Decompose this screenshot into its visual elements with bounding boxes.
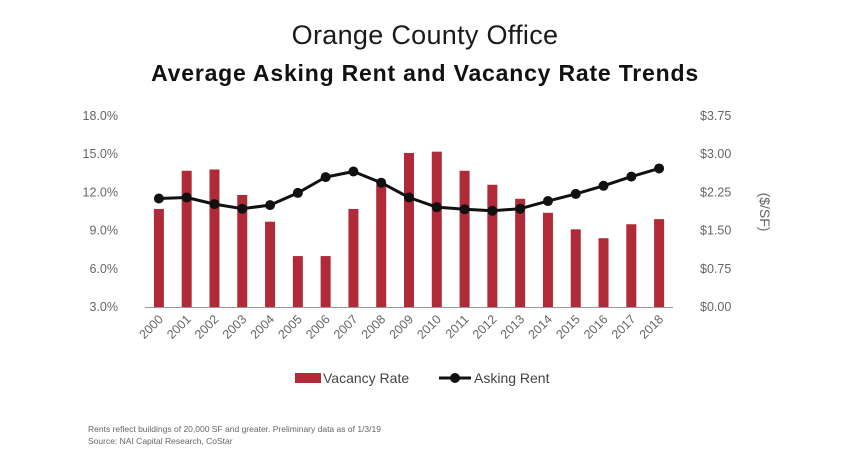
footnote-line-1: Rents reflect buildings of 20,000 SF and… xyxy=(88,424,381,434)
vacancy-bar-2018 xyxy=(654,219,665,307)
y-axis-right-label: ($/SF) xyxy=(757,193,773,232)
x-tick-label-2012: 2012 xyxy=(470,312,500,342)
asking-rent-point-2015 xyxy=(570,188,581,199)
y-right-tick-label: $0.75 xyxy=(700,262,731,276)
vacancy-bar-2006 xyxy=(320,256,331,307)
vacancy-bar-2012 xyxy=(487,184,498,307)
chart-title: Orange County Office xyxy=(291,20,559,50)
vacancy-bar-2010 xyxy=(431,151,442,307)
y-right-tick-label: $3.75 xyxy=(700,109,731,123)
vacancy-bar-2015 xyxy=(570,229,581,307)
vacancy-bar-2000 xyxy=(153,208,164,307)
x-tick-label-2002: 2002 xyxy=(192,312,222,342)
x-tick-label-2016: 2016 xyxy=(581,312,611,342)
x-tick-label-2011: 2011 xyxy=(443,312,472,341)
footnote-source: Source: NAI Capital Research, CoStar xyxy=(88,436,233,446)
asking-rent-point-2011 xyxy=(459,204,470,215)
vacancy-bars xyxy=(153,151,665,307)
asking-rent-point-2018 xyxy=(654,163,665,174)
legend-label-rent: Asking Rent xyxy=(474,370,550,386)
vacancy-bar-2001 xyxy=(181,170,192,307)
legend-swatch-vacancy xyxy=(295,373,321,383)
y-left-tick-label: 6.0% xyxy=(90,262,119,276)
asking-rent-point-2004 xyxy=(265,200,276,211)
asking-rent-point-2005 xyxy=(292,187,303,198)
x-tick-label-2008: 2008 xyxy=(359,312,389,342)
asking-rent-point-2012 xyxy=(487,205,498,216)
asking-rent-point-2013 xyxy=(515,203,526,214)
vacancy-bar-2014 xyxy=(542,212,553,307)
x-tick-label-2017: 2017 xyxy=(609,312,639,342)
asking-rent-point-2016 xyxy=(598,180,609,191)
vacancy-bar-2008 xyxy=(376,184,387,307)
asking-rent-point-2000 xyxy=(153,193,164,204)
x-tick-label-2013: 2013 xyxy=(498,312,528,342)
y-right-tick-label: $1.50 xyxy=(700,224,731,238)
vacancy-bar-2004 xyxy=(265,221,276,307)
asking-rent-line xyxy=(153,163,665,216)
vacancy-bar-2005 xyxy=(292,256,303,307)
asking-rent-point-2003 xyxy=(237,203,248,214)
x-axis: 2000200120022003200420052006200720082009… xyxy=(136,307,673,342)
y-right-tick-label: $2.25 xyxy=(700,185,731,199)
y-axis-right: $0.00 $0.75 $1.50 $2.25 $3.00 $3.75 xyxy=(700,109,731,314)
y-axis-left: 3.0% 6.0% 9.0% 12.0% 15.0% 18.0% xyxy=(83,109,118,314)
y-left-tick-label: 9.0% xyxy=(90,224,119,238)
x-tick-label-2007: 2007 xyxy=(331,312,361,342)
legend: Vacancy Rate Asking Rent xyxy=(295,370,550,386)
vacancy-bar-2002 xyxy=(209,169,220,307)
asking-rent-point-2014 xyxy=(542,196,553,207)
x-tick-label-2014: 2014 xyxy=(526,312,556,342)
y-left-tick-label: 3.0% xyxy=(90,300,119,314)
x-tick-label-2010: 2010 xyxy=(414,312,444,342)
x-tick-label-2015: 2015 xyxy=(553,312,583,342)
vacancy-bar-2016 xyxy=(598,238,609,307)
x-tick-label-2004: 2004 xyxy=(248,312,278,342)
legend-label-vacancy: Vacancy Rate xyxy=(323,370,409,386)
vacancy-bar-2017 xyxy=(626,224,637,307)
legend-swatch-rent-dot xyxy=(450,373,460,383)
y-left-tick-label: 12.0% xyxy=(83,185,118,199)
asking-rent-point-2009 xyxy=(404,192,414,203)
asking-rent-point-2007 xyxy=(348,166,359,177)
vacancy-bar-2009 xyxy=(404,152,414,307)
x-tick-label-2000: 2000 xyxy=(136,312,166,342)
asking-rent-point-2008 xyxy=(376,177,387,188)
x-tick-label-2001: 2001 xyxy=(164,312,194,342)
chart-subtitle: Average Asking Rent and Vacancy Rate Tre… xyxy=(151,60,699,86)
vacancy-bar-2011 xyxy=(459,170,470,307)
x-tick-label-2018: 2018 xyxy=(637,312,667,342)
vacancy-bar-2007 xyxy=(348,208,359,307)
asking-rent-point-2010 xyxy=(431,202,442,213)
x-tick-label-2005: 2005 xyxy=(275,312,305,342)
x-tick-label-2009: 2009 xyxy=(387,312,417,342)
asking-rent-point-2006 xyxy=(320,172,331,183)
y-right-tick-label: $0.00 xyxy=(700,300,731,314)
vacancy-bar-2003 xyxy=(237,194,248,307)
y-left-tick-label: 15.0% xyxy=(83,147,118,161)
x-tick-label-2006: 2006 xyxy=(303,312,333,342)
x-tick-label-2003: 2003 xyxy=(220,312,250,342)
y-right-tick-label: $3.00 xyxy=(700,147,731,161)
asking-rent-point-2002 xyxy=(209,199,220,210)
asking-rent-point-2001 xyxy=(181,192,192,203)
asking-rent-point-2017 xyxy=(626,171,637,182)
y-left-tick-label: 18.0% xyxy=(83,109,118,123)
vacancy-bar-2013 xyxy=(515,198,526,307)
